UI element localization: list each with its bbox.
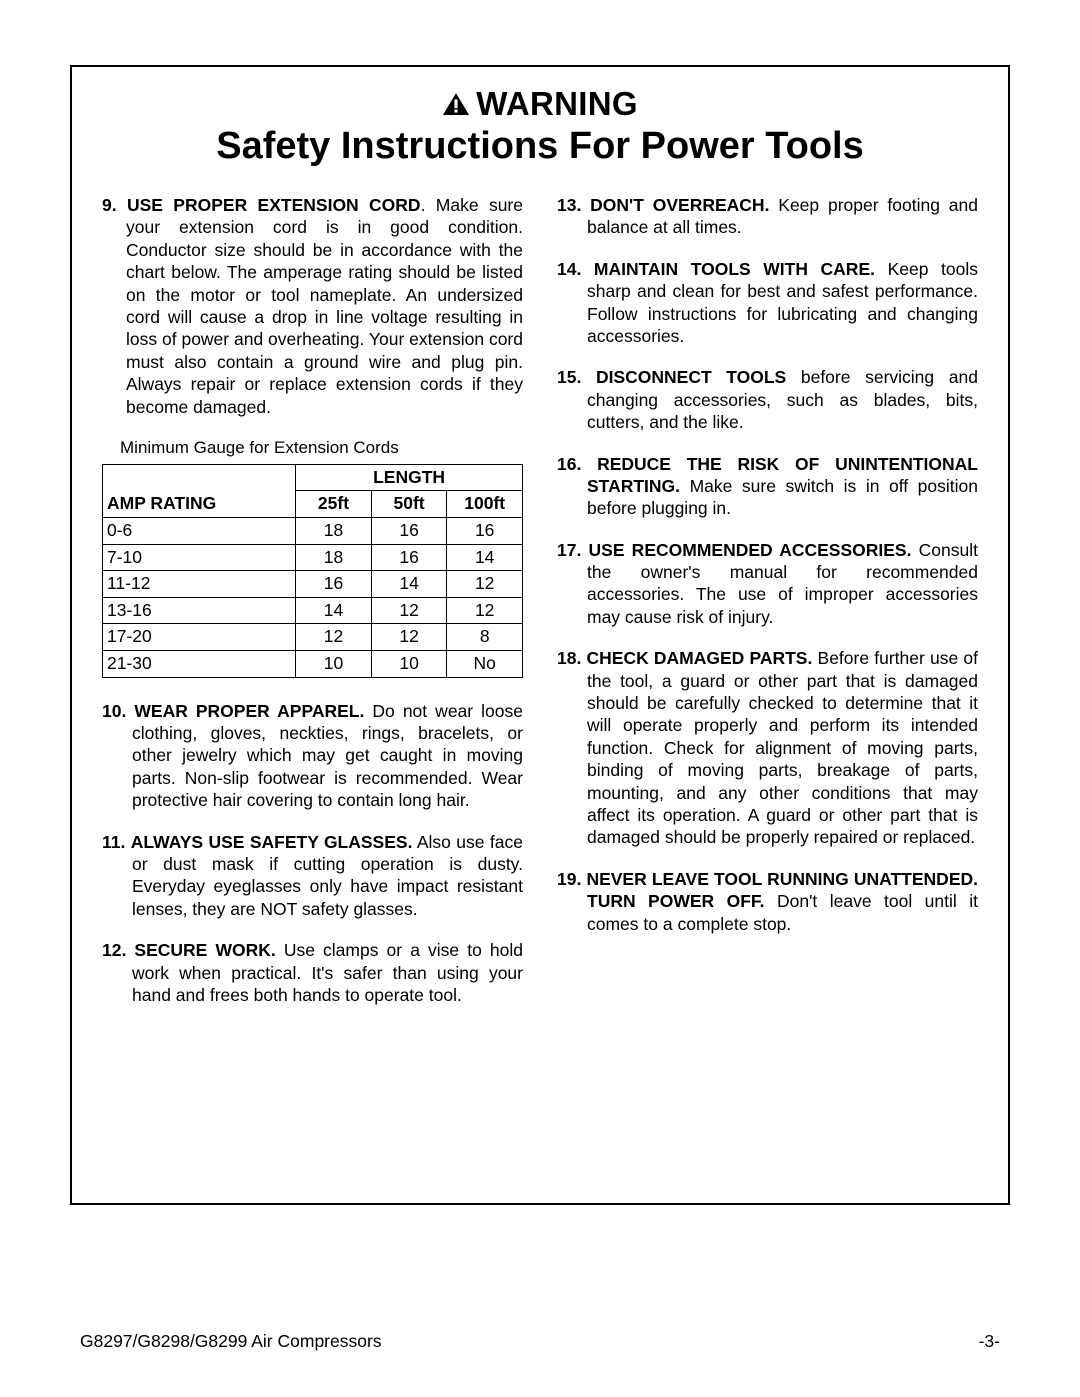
instruction-item: 19. NEVER LEAVE TOOL RUNNING UNATTENDED.… xyxy=(557,868,978,935)
item-sep xyxy=(765,891,777,911)
instruction-item: 10. WEAR PROPER APPAREL. Do not wear loo… xyxy=(102,700,523,812)
warning-label: WARNING xyxy=(476,85,638,123)
item-number: 16. xyxy=(557,454,581,474)
item-number: 9. xyxy=(102,195,117,215)
gauge-cell: 16 xyxy=(371,544,447,571)
gauge-cell: 16 xyxy=(371,517,447,544)
warning-line: WARNING xyxy=(442,85,638,123)
page-frame: WARNING Safety Instructions For Power To… xyxy=(70,65,1010,1205)
item-heading: CHECK DAMAGED PARTS. xyxy=(587,648,813,668)
gauge-cell: 10 xyxy=(296,651,372,678)
gauge-cell: 12 xyxy=(296,624,372,651)
gauge-cell: 12 xyxy=(447,571,523,598)
item-heading: SECURE WORK. xyxy=(134,940,275,960)
table-row: 7-10181614 xyxy=(103,544,523,571)
item-sep xyxy=(276,940,284,960)
table-row: 13-16141212 xyxy=(103,597,523,624)
item-number: 11. xyxy=(102,832,125,852)
item-number: 12. xyxy=(102,940,126,960)
gauge-cell: 12 xyxy=(371,597,447,624)
right-column: 13. DON'T OVERREACH. Keep proper footing… xyxy=(557,194,978,1025)
instruction-item: 14. MAINTAIN TOOLS WITH CARE. Keep tools… xyxy=(557,258,978,348)
gauge-cell: 14 xyxy=(447,544,523,571)
instruction-item: 12. SECURE WORK. Use clamps or a vise to… xyxy=(102,939,523,1006)
th-50: 50ft xyxy=(371,491,447,518)
amp-cell: 0-6 xyxy=(103,517,296,544)
item-sep xyxy=(769,195,778,215)
columns: 9. USE PROPER EXTENSION CORD. Make sure … xyxy=(102,194,978,1025)
gauge-cell: 12 xyxy=(447,597,523,624)
page-title: Safety Instructions For Power Tools xyxy=(102,125,978,168)
gauge-cell: 14 xyxy=(296,597,372,624)
gauge-cell: 18 xyxy=(296,544,372,571)
item-heading: DON'T OVERREACH. xyxy=(590,195,769,215)
amp-cell: 13-16 xyxy=(103,597,296,624)
item-number: 19. xyxy=(557,869,581,889)
table-row: 0-6181616 xyxy=(103,517,523,544)
gauge-cell: 8 xyxy=(447,624,523,651)
item-number: 14. xyxy=(557,259,581,279)
left-column: 9. USE PROPER EXTENSION CORD. Make sure … xyxy=(102,194,523,1025)
item-heading: MAINTAIN TOOLS WITH CARE. xyxy=(594,259,875,279)
page-footer: G8297/G8298/G8299 Air Compressors -3- xyxy=(80,1331,1000,1352)
instruction-item: 15. DISCONNECT TOOLS before servicing an… xyxy=(557,366,978,433)
gauge-cell: No xyxy=(447,651,523,678)
item-sep xyxy=(786,367,801,387)
gauge-cell: 10 xyxy=(371,651,447,678)
item-sep: . xyxy=(421,195,436,215)
item-heading: USE RECOMMENDED ACCESSORIES. xyxy=(589,540,912,560)
item-sep xyxy=(680,476,690,496)
amp-cell: 7-10 xyxy=(103,544,296,571)
item-body: Make sure your extension cord is in good… xyxy=(126,195,523,417)
item-number: 17. xyxy=(557,540,581,560)
footer-right: -3- xyxy=(979,1331,1000,1352)
instruction-item: 18. CHECK DAMAGED PARTS. Before further … xyxy=(557,647,978,849)
gauge-table: AMP RATING LENGTH 25ft 50ft 100ft 0-6181… xyxy=(102,464,523,678)
table-row: 11-12161412 xyxy=(103,571,523,598)
title-block: WARNING Safety Instructions For Power To… xyxy=(102,85,978,168)
table-row: 21-301010No xyxy=(103,651,523,678)
item-number: 15. xyxy=(557,367,581,387)
instruction-item: 11. ALWAYS USE SAFETY GLASSES. Also use … xyxy=(102,831,523,921)
item-heading: WEAR PROPER APPAREL. xyxy=(134,701,364,721)
instruction-item: 16. REDUCE THE RISK OF UNINTENTIONAL STA… xyxy=(557,453,978,520)
table-row: 17-2012128 xyxy=(103,624,523,651)
gauge-cell: 12 xyxy=(371,624,447,651)
th-amp: AMP RATING xyxy=(103,464,296,517)
gauge-cell: 16 xyxy=(296,571,372,598)
item-heading: ALWAYS USE SAFETY GLASSES. xyxy=(131,832,413,852)
item-number: 18. xyxy=(557,648,581,668)
item-body: Before further use of the tool, a guard … xyxy=(587,648,978,847)
warning-triangle-icon xyxy=(442,92,470,117)
instruction-item: 17. USE RECOMMENDED ACCESSORIES. Consult… xyxy=(557,539,978,629)
th-length: LENGTH xyxy=(296,464,523,491)
footer-left: G8297/G8298/G8299 Air Compressors xyxy=(80,1331,382,1352)
amp-cell: 11-12 xyxy=(103,571,296,598)
instruction-item: 13. DON'T OVERREACH. Keep proper footing… xyxy=(557,194,978,239)
gauge-cell: 14 xyxy=(371,571,447,598)
gauge-cell: 18 xyxy=(296,517,372,544)
item-sep xyxy=(911,540,918,560)
item-heading: DISCONNECT TOOLS xyxy=(596,367,786,387)
table-caption: Minimum Gauge for Extension Cords xyxy=(120,437,523,459)
item-number: 10. xyxy=(102,701,126,721)
th-25: 25ft xyxy=(296,491,372,518)
item-sep xyxy=(875,259,888,279)
amp-cell: 17-20 xyxy=(103,624,296,651)
item-number: 13. xyxy=(557,195,581,215)
gauge-cell: 16 xyxy=(447,517,523,544)
instruction-item: 9. USE PROPER EXTENSION CORD. Make sure … xyxy=(102,194,523,418)
th-100: 100ft xyxy=(447,491,523,518)
amp-cell: 21-30 xyxy=(103,651,296,678)
item-heading: USE PROPER EXTENSION CORD xyxy=(127,195,421,215)
